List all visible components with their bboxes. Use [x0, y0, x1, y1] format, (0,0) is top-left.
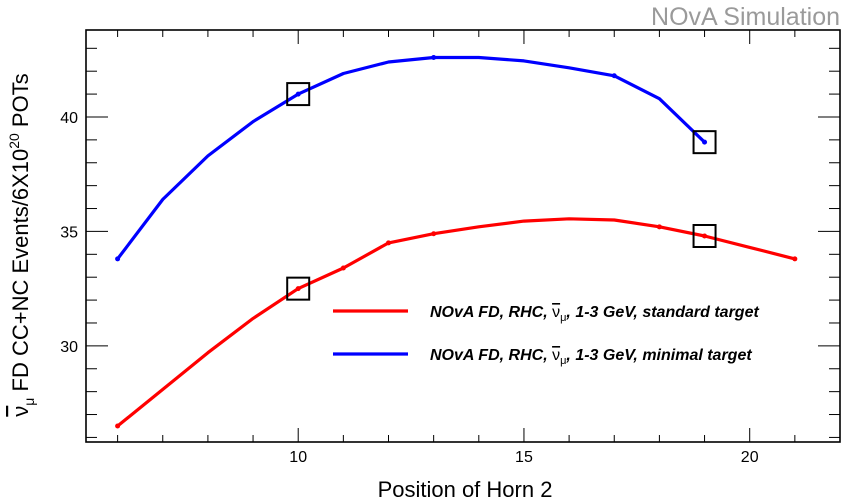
- x-axis-title: Position of Horn 2: [378, 477, 553, 502]
- markers-layer: [286, 82, 717, 301]
- y-tick-label: 40: [60, 110, 78, 127]
- y-axis-title-group: νμ FD CC+NC Events/6X1020 POTs: [6, 73, 37, 416]
- y-axis-title: νμ FD CC+NC Events/6X1020 POTs: [6, 73, 37, 416]
- series-line-1: [115, 55, 707, 261]
- legend-label-1: NOvA FD, RHC, νμ, 1-3 GeV, minimal targe…: [430, 347, 752, 367]
- data-point: [431, 231, 437, 237]
- data-point: [340, 265, 346, 271]
- data-point: [702, 233, 708, 239]
- data-point: [702, 139, 708, 145]
- legend: NOvA FD, RHC, νμ, 1-3 GeV, standard targ…: [333, 304, 759, 367]
- box-marker: [692, 130, 717, 155]
- data-point: [295, 91, 301, 97]
- box-marker: [286, 82, 311, 107]
- series-line-0: [115, 217, 797, 428]
- data-point: [656, 224, 662, 230]
- data-point: [431, 54, 437, 60]
- data-point: [115, 423, 121, 429]
- axis-ticks: [86, 30, 841, 442]
- watermark-label: NOvA Simulation: [651, 3, 840, 31]
- series-layer: [115, 54, 798, 429]
- data-point: [386, 240, 392, 246]
- legend-label-0: NOvA FD, RHC, νμ, 1-3 GeV, standard targ…: [430, 304, 759, 324]
- y-tick-label: 30: [60, 339, 78, 356]
- x-tick-label: 10: [289, 449, 307, 466]
- x-tick-label: 20: [741, 449, 759, 466]
- plot-frame: [85, 29, 841, 443]
- data-point: [792, 256, 798, 262]
- box-marker: [286, 276, 311, 301]
- data-point: [611, 73, 617, 79]
- x-tick-label: 15: [515, 449, 533, 466]
- box-marker: [692, 224, 717, 248]
- data-point: [295, 286, 301, 292]
- tick-labels: 10 15 20 30 35 40: [60, 110, 758, 466]
- y-tick-label: 35: [60, 224, 78, 241]
- data-point: [115, 256, 121, 262]
